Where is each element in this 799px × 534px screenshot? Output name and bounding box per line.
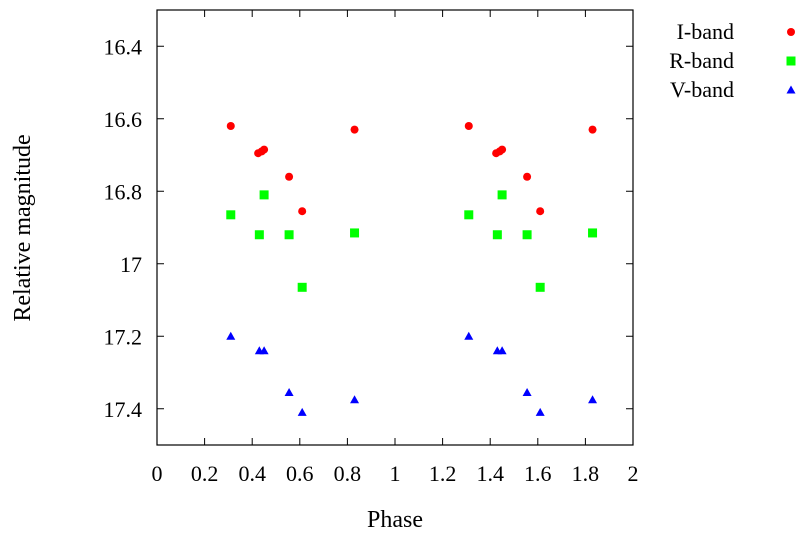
- x-axis-ticks: 0 0.2 0.4 0.6 0.8 1 1.2 1.4 1.6 1.8 2: [152, 10, 639, 486]
- v-band-point: [497, 346, 507, 355]
- i-band-point: [588, 125, 597, 134]
- y-tick-label: 16.4: [104, 34, 143, 59]
- x-tick-label: 1.6: [524, 461, 552, 486]
- y-tick-label: 17.2: [104, 324, 143, 349]
- x-tick-label: 1.4: [476, 461, 504, 486]
- x-tick-label: 1.8: [572, 461, 600, 486]
- x-tick-label: 1: [390, 461, 401, 486]
- y-axis-ticks: 16.4 16.6 16.8 17 17.2 17.4: [104, 34, 633, 422]
- x-axis-title: Phase: [367, 507, 423, 533]
- x-tick-label: 1.2: [429, 461, 457, 486]
- v-band-point: [259, 346, 269, 355]
- legend: I-band R-band V-band: [669, 19, 796, 102]
- y-tick-label: 17: [120, 252, 142, 277]
- r-band-point: [522, 230, 532, 240]
- r-band-point: [284, 230, 294, 240]
- v-band-point: [350, 395, 360, 404]
- x-tick-label: 0: [152, 461, 163, 486]
- y-tick-label: 16.6: [104, 107, 143, 132]
- x-tick-label: 2: [628, 461, 639, 486]
- r-band-point: [464, 210, 474, 220]
- i-band-point: [226, 122, 235, 130]
- i-band-point: [464, 122, 473, 130]
- i-band-point: [298, 207, 307, 216]
- x-tick-label: 0.4: [238, 461, 266, 486]
- i-band-point: [536, 207, 545, 216]
- r-band-point: [254, 230, 264, 240]
- v-band-point: [297, 407, 307, 416]
- legend-marker-i-band: [787, 28, 795, 36]
- r-band-point: [226, 210, 236, 220]
- i-band-point: [498, 145, 507, 154]
- legend-label-v-band: V-band: [670, 77, 734, 102]
- legend-label-r-band: R-band: [669, 48, 734, 73]
- r-band-point: [297, 282, 307, 292]
- data-points: [226, 122, 598, 416]
- v-band-point: [522, 387, 532, 396]
- legend-marker-v-band: [786, 85, 796, 94]
- v-band-point: [535, 407, 545, 416]
- v-band-point: [464, 331, 474, 340]
- x-tick-label: 0.2: [191, 461, 219, 486]
- legend-marker-r-band: [786, 56, 796, 66]
- y-tick-label: 16.8: [104, 179, 143, 204]
- i-band-point: [523, 172, 532, 181]
- r-band-point: [492, 230, 502, 240]
- x-tick-label: 0.8: [334, 461, 362, 486]
- i-band-point: [285, 172, 294, 181]
- r-band-point: [497, 190, 507, 200]
- v-band-point: [284, 387, 294, 396]
- plot-frame: [156, 9, 634, 446]
- y-axis-title: Relative magnitude: [10, 134, 36, 321]
- v-band-point: [588, 395, 598, 404]
- r-band-point: [535, 282, 545, 292]
- i-band-point: [260, 145, 269, 154]
- r-band-point: [350, 228, 360, 238]
- i-band-point: [350, 125, 359, 134]
- y-tick-label: 17.4: [104, 397, 143, 422]
- r-band-point: [588, 228, 598, 238]
- r-band-point: [259, 190, 269, 200]
- v-band-point: [226, 331, 236, 340]
- legend-label-i-band: I-band: [677, 19, 734, 44]
- x-tick-label: 0.6: [286, 461, 314, 486]
